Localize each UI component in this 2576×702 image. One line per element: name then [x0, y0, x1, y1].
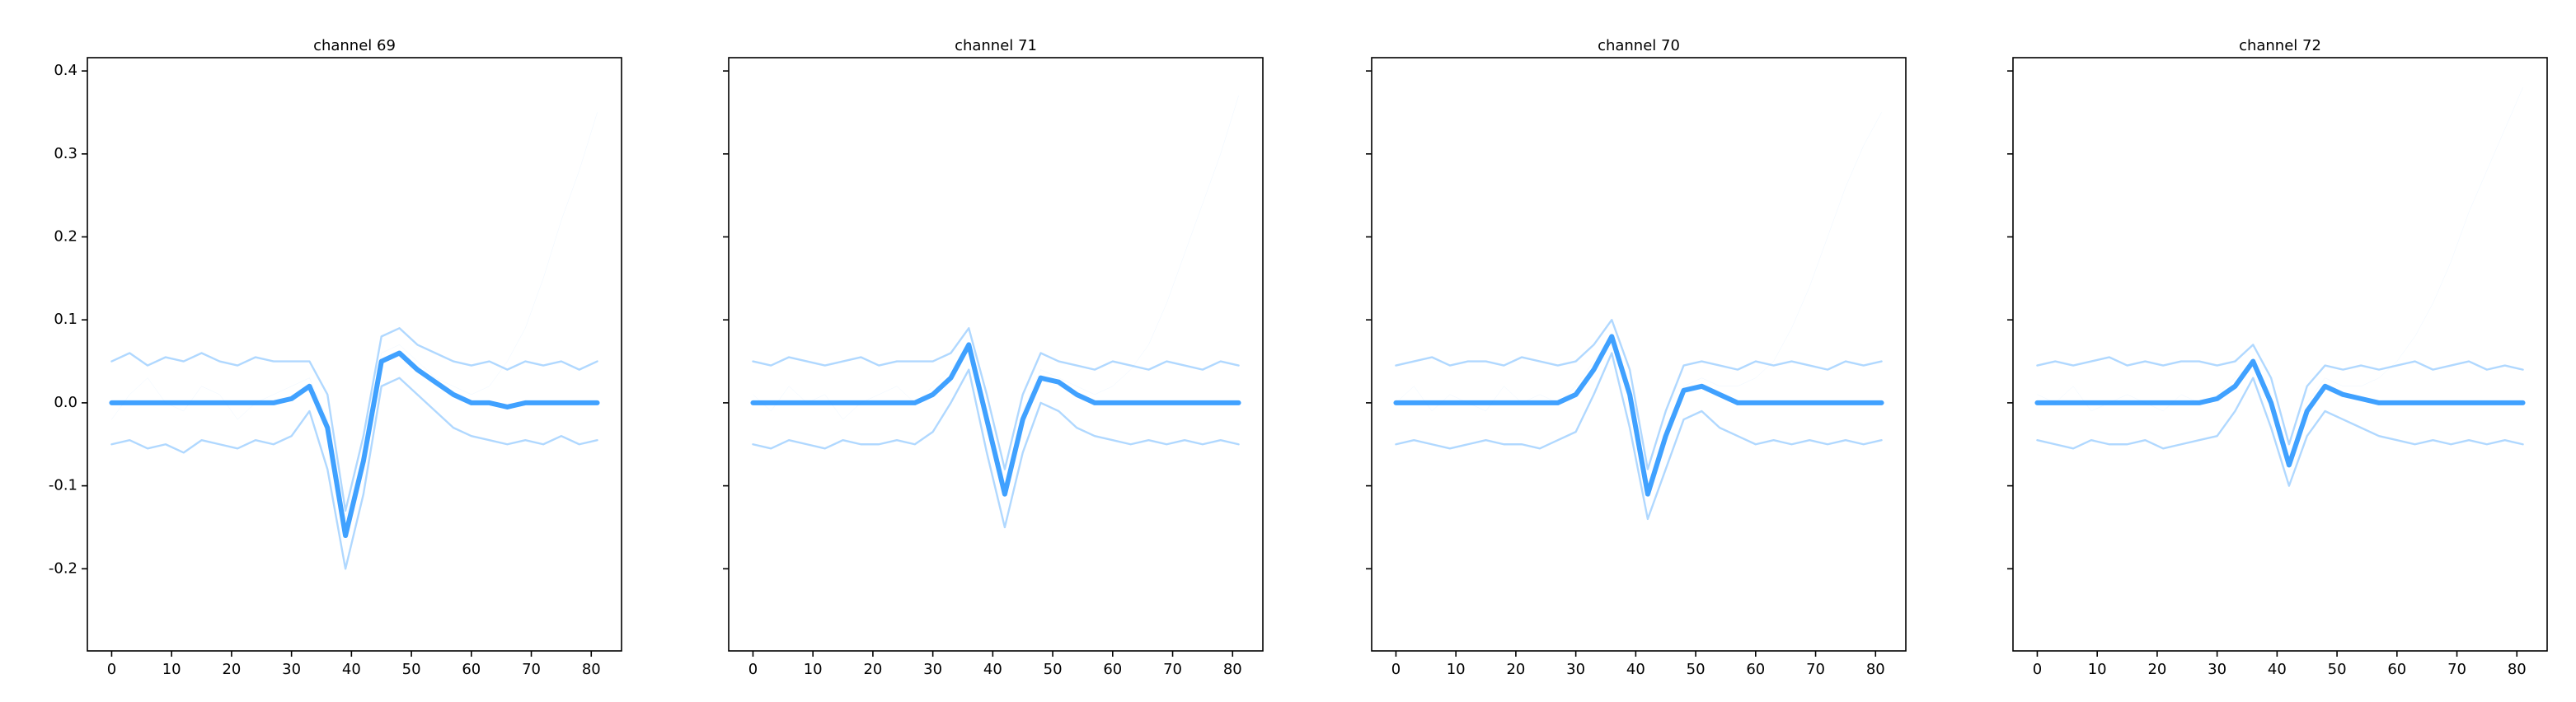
y-tick-label: 0.2: [54, 228, 77, 246]
subplot: channel 71 0 10 20 30 40 50 60 70 80: [723, 37, 1264, 678]
y-tick-label: 0.4: [54, 62, 77, 79]
x-tick-label: 20: [222, 661, 241, 678]
x-tick-label: 10: [2088, 661, 2107, 678]
x-tick-label: 10: [162, 661, 181, 678]
x-tick-label: 30: [923, 661, 942, 678]
waveform-line: [753, 96, 1239, 486]
waveform-line: [1395, 352, 1883, 521]
x-tick-label: 60: [462, 661, 481, 678]
x-tick-label: 60: [1103, 661, 1122, 678]
subplot: channel 72 0 10 20 30 40 50 60 70 80: [2007, 37, 2548, 678]
x-tick-label: 70: [1163, 661, 1182, 678]
plot-area: [2034, 87, 2526, 487]
plot-area: [1393, 112, 1884, 521]
plot-area: [109, 112, 600, 570]
waveform-line: [111, 112, 598, 519]
y-tick-label: -0.1: [49, 477, 77, 494]
y-tick-label: 0.3: [54, 145, 77, 162]
x-tick-label: 0: [748, 661, 758, 678]
axes-frame: [1371, 57, 1907, 652]
x-tick-label: 70: [522, 661, 541, 678]
plot-area: [750, 96, 1241, 529]
waveform-line: [1395, 319, 1883, 470]
waveform-line: [110, 327, 598, 512]
subplot: channel 69 0 10 20 30 40 50 60 70 80 -0.2 -0.1 0.0 0.…: [49, 37, 622, 678]
x-tick-label: 50: [402, 661, 421, 678]
y-tick-label: 0.1: [54, 311, 77, 328]
x-tick-label: 80: [1866, 661, 1885, 678]
x-tick-label: 60: [2387, 661, 2406, 678]
waveform-line: [2037, 87, 2523, 461]
subplot-title: channel 70: [1598, 37, 1680, 54]
x-tick-label: 20: [1506, 661, 1525, 678]
waveform-line: [752, 327, 1240, 470]
waveform-line: [2036, 344, 2524, 446]
x-tick-label: 80: [2508, 661, 2527, 678]
x-tick-label: 40: [983, 661, 1002, 678]
waveform-line: [109, 350, 600, 539]
y-tick-label: -0.2: [49, 559, 77, 577]
x-tick-label: 80: [1223, 661, 1242, 678]
waveform-line: [2034, 358, 2526, 468]
x-tick-label: 30: [2208, 661, 2226, 678]
subplot-title: channel 69: [313, 37, 396, 54]
waveform-line: [1393, 334, 1884, 497]
x-tick-label: 10: [1447, 661, 1466, 678]
x-tick-label: 10: [804, 661, 823, 678]
subplot-title: channel 72: [2239, 37, 2321, 54]
waveform-line: [2036, 377, 2524, 487]
axes-frame: [728, 57, 1264, 652]
x-tick-label: 30: [282, 661, 301, 678]
x-tick-label: 60: [1746, 661, 1765, 678]
x-tick-label: 80: [582, 661, 601, 678]
x-tick-label: 40: [1626, 661, 1645, 678]
x-tick-label: 50: [1044, 661, 1063, 678]
y-tick-label: 0.0: [54, 394, 77, 411]
x-tick-label: 40: [2268, 661, 2287, 678]
x-tick-label: 0: [107, 661, 116, 678]
waveform-line: [110, 377, 598, 570]
x-tick-label: 30: [1566, 661, 1585, 678]
x-tick-label: 40: [342, 661, 361, 678]
x-tick-label: 50: [1687, 661, 1706, 678]
x-tick-label: 50: [2328, 661, 2347, 678]
x-tick-label: 20: [863, 661, 882, 678]
subplot-title: channel 71: [955, 37, 1037, 54]
subplot: channel 70 0 10 20 30 40 50 60 70 80: [1366, 37, 1907, 678]
waveform-line: [750, 342, 1241, 497]
x-tick-label: 20: [2147, 661, 2166, 678]
x-tick-label: 0: [2033, 661, 2042, 678]
axes-frame: [87, 57, 622, 652]
x-tick-label: 70: [1806, 661, 1825, 678]
axes-frame: [2012, 57, 2548, 652]
x-tick-label: 0: [1391, 661, 1401, 678]
waveform-line: [1396, 112, 1882, 486]
waveform-line: [752, 368, 1240, 529]
x-tick-label: 70: [2447, 661, 2466, 678]
